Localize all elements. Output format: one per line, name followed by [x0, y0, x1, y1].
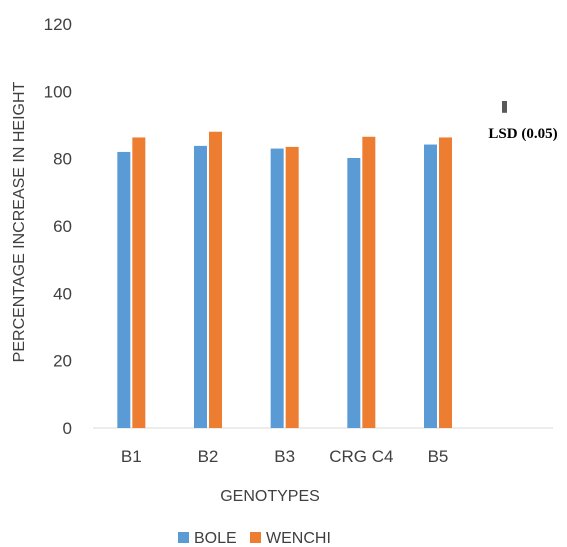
bar-bole-b2: [194, 145, 207, 428]
legend: BOLE WENCHI: [178, 530, 331, 547]
x-axis-label: GENOTYPES: [220, 488, 320, 505]
y-tick-label: 40: [53, 284, 72, 303]
x-tick-label: B5: [428, 447, 449, 466]
bar-wenchi-b2: [209, 131, 222, 428]
bar-wenchi-b3: [285, 146, 299, 428]
bar-bole-b5: [424, 144, 437, 428]
x-tick-label: B1: [121, 447, 142, 466]
x-axis-ticks: B1 B2 B3 CRG C4 B5: [121, 447, 448, 466]
lsd-error-bar: [502, 101, 507, 113]
bar-bole-b1: [117, 151, 131, 428]
x-tick-label: B3: [274, 447, 295, 466]
bar-wenchi-b1: [132, 137, 146, 428]
legend-label-bole: BOLE: [194, 530, 237, 547]
bar-wenchi-b5: [439, 137, 452, 428]
legend-label-wenchi: WENCHI: [266, 530, 331, 547]
y-tick-label: 20: [53, 352, 72, 371]
y-tick-label: 80: [53, 150, 72, 169]
y-tick-label: 60: [53, 217, 72, 236]
legend-swatch-wenchi: [250, 532, 261, 543]
y-tick-label: 120: [44, 15, 72, 34]
bars: [117, 131, 452, 429]
y-tick-label: 100: [44, 82, 72, 101]
bar-bole-crg-c4: [347, 157, 361, 428]
x-tick-label: CRG C4: [329, 447, 393, 466]
bar-bole-b3: [270, 148, 284, 429]
y-tick-label: 0: [63, 419, 72, 438]
x-tick-label: B2: [198, 447, 219, 466]
legend-swatch-bole: [178, 532, 189, 543]
bar-wenchi-crg-c4: [362, 136, 376, 429]
y-axis-label: PERCENTAGE INCREASE IN HEIGHT: [11, 81, 28, 362]
lsd-label: LSD (0.05): [488, 126, 557, 142]
y-axis-ticks: 0 20 40 60 80 100 120: [44, 15, 72, 438]
